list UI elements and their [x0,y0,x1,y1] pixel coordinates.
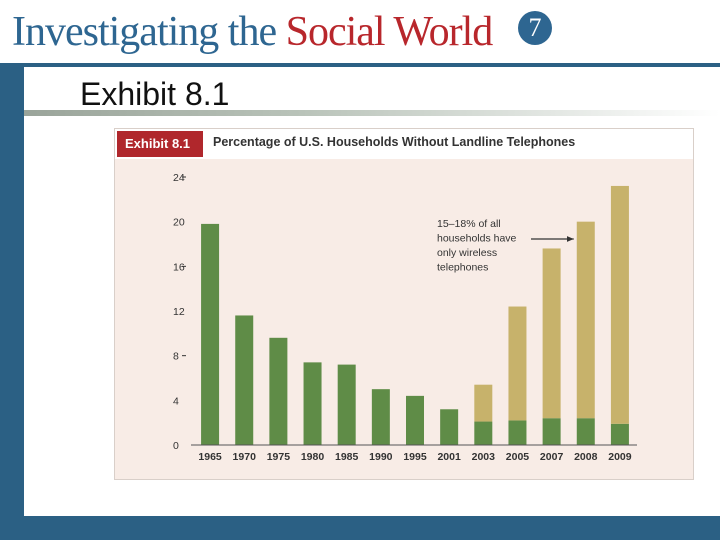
title-divider [24,110,720,116]
bars [201,185,629,445]
bar-no-telephone [542,418,561,445]
bar-chart: 0 4 8 12 16 20 24 1965 1970 1975 1980 1985 1990 1995… [173,172,637,463]
bar-no-telephone [235,315,254,445]
top-frame-bar [0,63,720,67]
bar-wireless-only [474,384,493,422]
x-tick-label: 2008 [574,451,598,463]
x-tick-label: 1995 [403,451,427,463]
y-tick-label: 24 [173,172,185,184]
exhibit-card: Exhibit 8.1 Percentage of U.S. Household… [114,128,694,480]
x-tick-label: 2001 [437,451,461,463]
bar-no-telephone [201,223,220,445]
y-tick-label: 0 [173,440,179,452]
bottom-frame-bar [0,516,720,540]
x-tick-label: 2003 [472,451,496,463]
x-tick-label: 1985 [335,451,359,463]
annotation-text: telephones [437,262,488,274]
x-axis: 1965 1970 1975 1980 1985 1990 1995 2001 2003 2005… [191,444,637,463]
x-tick-label: 1980 [301,451,325,463]
bar-no-telephone [406,395,424,445]
annotation-text: only wireless [437,247,497,259]
bar-no-telephone [576,418,595,445]
bar-no-telephone [269,337,288,445]
x-tick-label: 2007 [540,451,564,463]
left-frame-bar [0,63,24,540]
book-title-part2: Social World [285,9,494,55]
x-tick-label: 1965 [198,451,222,463]
y-tick-label: 16 [173,261,185,273]
x-tick-label: 1975 [267,451,291,463]
slide-title: Exhibit 8.1 [80,76,230,112]
bar-wireless-only [610,185,629,424]
y-tick-label: 12 [173,306,185,318]
exhibit-tag: Exhibit 8.1 [117,131,203,157]
x-tick-label: 1970 [233,451,257,463]
bar-no-telephone [508,420,527,445]
book-title-part1: Investigating the [12,9,286,55]
x-tick-label: 2005 [506,451,530,463]
bar-no-telephone [337,364,356,445]
book-title: Investigating the Social World [12,6,494,58]
annotation-text: 15–18% of all [437,218,501,230]
y-tick-label: 8 [173,351,179,363]
bar-no-telephone [440,409,459,445]
exhibit-header: Exhibit 8.1 Percentage of U.S. Household… [115,129,693,159]
bar-no-telephone [610,423,629,445]
x-tick-label: 1990 [369,451,393,463]
y-axis: 0 4 8 12 16 20 24 [173,172,186,452]
annotation: 15–18% of all households have only wireles… [437,218,574,274]
chart-title: Percentage of U.S. Households Without La… [213,135,576,149]
bar-no-telephone [371,389,390,445]
bar-wireless-only [542,248,561,419]
y-tick-label: 4 [173,395,179,407]
annotation-text: households have [437,233,517,245]
bar-wireless-only [508,306,527,421]
bar-no-telephone [303,362,322,445]
y-tick-label: 20 [173,217,185,229]
bar-wireless-only [576,221,595,419]
header: Investigating the Social World 7 [0,0,720,64]
x-tick-label: 2009 [608,451,632,463]
edition-badge: 7 [518,11,552,45]
bar-no-telephone [474,421,493,445]
